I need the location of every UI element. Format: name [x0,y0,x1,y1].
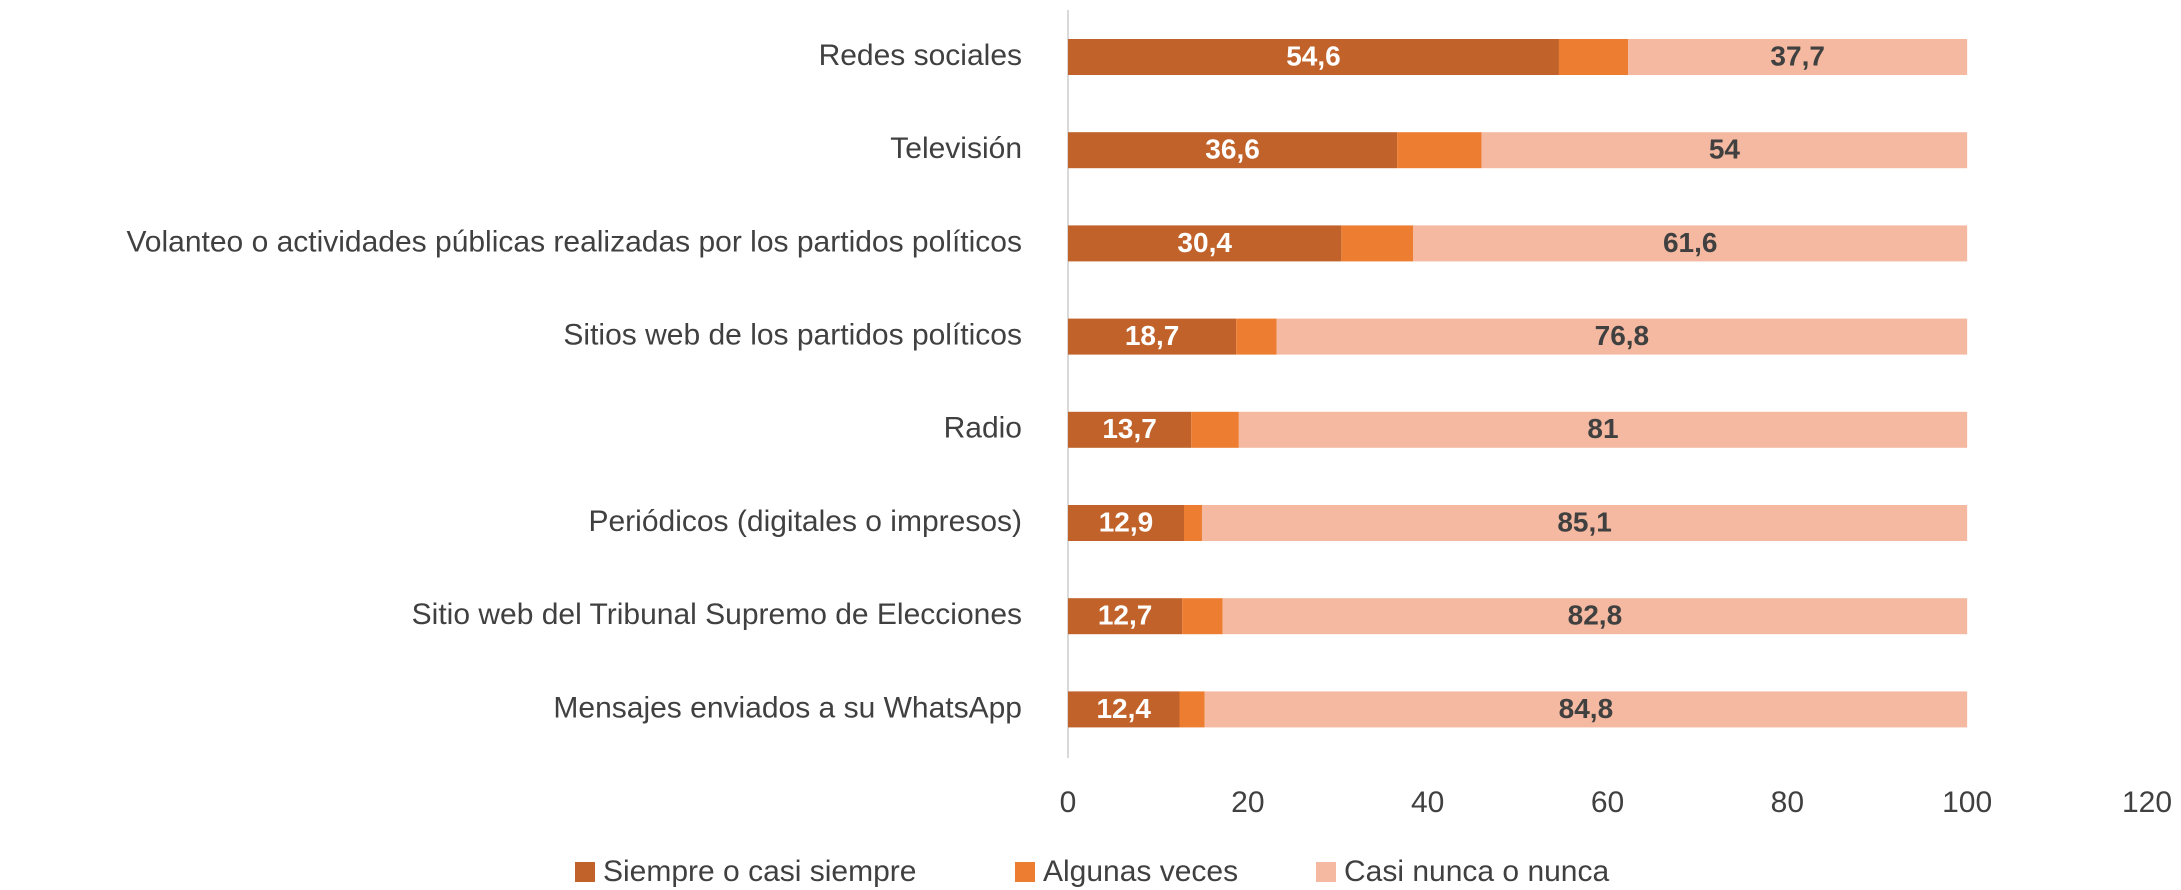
bar-segment [1276,318,1968,355]
bar-segment [1068,691,1180,728]
legend-swatch [575,862,595,882]
legend-label: Algunas veces [1043,855,1238,888]
data-label: 85,1 [1557,506,1612,537]
bar-segment [1068,505,1184,541]
x-tick-label: 20 [1231,786,1264,819]
bar-segment [1341,225,1414,262]
bar-segment [1191,411,1239,448]
bar-segment [1183,505,1202,541]
data-label: 36,6 [1205,134,1260,165]
data-label: 54,6 [1286,40,1341,71]
bar-segment [1068,132,1398,169]
bar-segment [1236,318,1277,355]
data-label: 12,9 [1099,506,1154,537]
bar-segment [1238,411,1968,448]
category-label: Sitios web de los partidos políticos [563,319,1022,352]
category-label: Volanteo o actividades públicas realizad… [126,225,1022,258]
data-label: 76,8 [1595,320,1650,351]
x-tick-label: 60 [1591,786,1624,819]
legend-swatch [1316,862,1336,882]
bar-segment [1068,411,1192,448]
bar-segment [1179,691,1205,728]
category-label: Radio [944,412,1022,445]
bar-segment [1201,505,1968,541]
category-label: Redes sociales [819,39,1022,72]
x-tick-label: 80 [1771,786,1804,819]
legend-swatch [1015,862,1035,882]
data-label: 81 [1587,413,1618,444]
category-label: Periódicos (digitales o impresos) [588,505,1022,538]
bar-segment [1628,39,1968,75]
bar-segment [1413,225,1968,262]
x-tick-label: 0 [1060,786,1077,819]
data-label: 13,7 [1102,413,1157,444]
bar-segment [1068,598,1183,635]
category-label: Mensajes enviados a su WhatsApp [553,691,1022,724]
x-tick-label: 100 [1942,786,1992,819]
x-tick-label: 40 [1411,786,1444,819]
data-label: 37,7 [1770,40,1825,71]
category-label: Sitio web del Tribunal Supremo de Elecci… [412,598,1022,631]
bar-segment [1558,39,1629,75]
data-label: 12,4 [1096,693,1151,724]
data-label: 82,8 [1568,600,1623,631]
data-label: 84,8 [1559,693,1614,724]
bar-segment [1068,318,1237,355]
bar-segment [1397,132,1482,169]
data-label: 30,4 [1177,227,1232,258]
bar-segment [1481,132,1968,169]
bar-segment [1068,39,1559,75]
bar-segment [1204,691,1968,728]
data-label: 61,6 [1663,227,1718,258]
data-label: 54 [1709,134,1741,165]
x-tick-label: 120 [2122,786,2172,819]
legend-label: Casi nunca o nunca [1344,855,1609,888]
data-label: 18,7 [1125,320,1180,351]
legend-label: Siempre o casi siempre [603,855,916,888]
bar-segment [1182,598,1223,635]
category-label: Televisión [890,132,1022,165]
bar-segment [1222,598,1968,635]
data-label: 12,7 [1098,600,1153,631]
bar-segment [1068,225,1342,262]
